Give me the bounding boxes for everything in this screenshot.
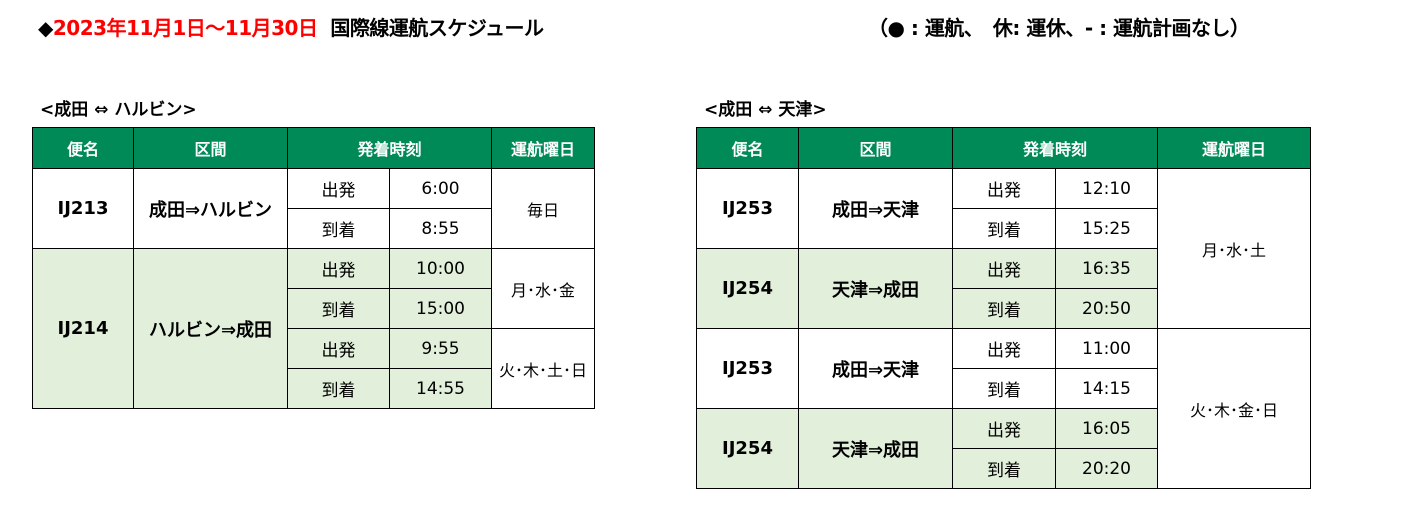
time-type: 出発 (952, 248, 1056, 289)
time-value: 11:00 (1054, 328, 1159, 369)
time-type: 到着 (287, 208, 390, 249)
table-row: 出発 9:55 火･木･土･日 (33, 328, 596, 409)
time-type: 出発 (287, 248, 390, 289)
time-value: 9:55 (388, 328, 493, 369)
title-text: 国際線運航スケジュール (330, 16, 544, 40)
time-value: 8:55 (388, 208, 493, 249)
flight-number: IJ253 (696, 328, 799, 409)
diamond-icon: ◆ (38, 16, 53, 40)
table-row: IJ254 天津⇒成田 出発 16:35 (696, 248, 1311, 329)
route: 成田⇒ハルビン (133, 168, 288, 249)
time-value: 20:50 (1054, 288, 1159, 329)
page-title: ◆2023年11月1日～11月30日 国際線運航スケジュール (38, 12, 544, 41)
time-type: 到着 (952, 208, 1056, 249)
column-header: 運航曜日 (1157, 127, 1312, 169)
column-header: 区間 (798, 127, 953, 169)
flight-number: IJ254 (696, 248, 799, 329)
time-value: 15:00 (388, 288, 493, 329)
table-row: IJ254 天津⇒成田 出発 16:05 (696, 408, 1311, 489)
time-value: 16:05 (1054, 408, 1159, 449)
flight-number: IJ214 (32, 248, 134, 409)
column-header: 発着時刻 (286, 127, 493, 169)
flight-number: IJ254 (696, 408, 799, 489)
column-header: 区間 (133, 127, 288, 169)
route: ハルビン⇒成田 (133, 248, 288, 409)
time-type: 出発 (952, 328, 1056, 369)
time-value: 20:20 (1054, 448, 1159, 489)
route: 天津⇒成田 (798, 248, 953, 329)
table-subtitle-harbin: <成田 ⇔ ハルビン> (40, 100, 197, 120)
flight-number: IJ213 (32, 168, 134, 249)
time-type: 到着 (952, 448, 1056, 489)
operating-days: 月･水･金 (491, 248, 596, 329)
schedule-table-harbin: 便名 区間 発着時刻 運航曜日 IJ213 成田⇒ハルビン 出発 6:00 毎日 到着 8:55 IJ… (32, 127, 596, 409)
time-value: 12:10 (1054, 168, 1159, 209)
time-type: 到着 (952, 288, 1056, 329)
table-row: 到着 8:55 (33, 208, 595, 249)
time-value: 16:35 (1054, 248, 1159, 289)
table-row: IJ253 成田⇒天津 出発 11:00 火･木･金･日 (696, 328, 1312, 489)
flight-number: IJ253 (696, 168, 799, 249)
column-header: 便名 (696, 127, 799, 169)
time-value: 6:00 (388, 168, 493, 209)
period: 2023年11月1日～11月30日 (52, 16, 318, 40)
column-header: 発着時刻 (951, 127, 1159, 169)
time-value: 14:55 (388, 368, 493, 409)
operating-days: 火･木･金･日 (1157, 328, 1312, 489)
schedule-table-tianjin: 便名 区間 発着時刻 運航曜日 IJ253 成田⇒天津 出発 12:10 月･水･土 到着 15:2… (696, 127, 1312, 489)
route: 成田⇒天津 (798, 168, 953, 249)
route: 成田⇒天津 (798, 328, 953, 409)
table-row: 到着 14:55 (33, 368, 595, 409)
header-row: 便名 区間 発着時刻 運航曜日 (696, 127, 1312, 169)
column-header: 便名 (32, 127, 134, 169)
table-row: IJ214 ハルビン⇒成田 出発 10:00 月･水･金 (32, 248, 596, 409)
time-type: 出発 (287, 168, 390, 209)
time-value: 14:15 (1054, 368, 1159, 409)
operating-days: 火･木･土･日 (491, 328, 596, 409)
legend: （● : 運航、 休: 運休、- : 運航計画なし） (868, 16, 1250, 40)
time-type: 到着 (287, 368, 390, 409)
table-row: 到着 14:15 (697, 368, 1311, 409)
time-value: 10:00 (388, 248, 493, 289)
time-type: 到着 (952, 368, 1056, 409)
operating-days: 月･水･土 (1157, 168, 1312, 329)
time-type: 出発 (287, 328, 390, 369)
operating-days: 毎日 (491, 168, 596, 249)
header-row: 便名 区間 発着時刻 運航曜日 (32, 127, 596, 169)
table-row: 到着 15:00 (33, 288, 595, 329)
route: 天津⇒成田 (798, 408, 953, 489)
table-row: IJ253 成田⇒天津 出発 12:10 月･水･土 (696, 168, 1312, 329)
table-row: 到着 15:25 (697, 208, 1311, 249)
time-type: 出発 (952, 168, 1056, 209)
time-type: 出発 (952, 408, 1056, 449)
table-row: IJ213 成田⇒ハルビン 出発 6:00 毎日 (32, 168, 596, 249)
column-header: 運航曜日 (491, 127, 596, 169)
time-value: 15:25 (1054, 208, 1159, 249)
table-row: 到着 20:50 (697, 288, 1311, 329)
table-row: 到着 20:20 (697, 448, 1311, 489)
time-type: 到着 (287, 288, 390, 329)
table-subtitle-tianjin: <成田 ⇔ 天津> (704, 100, 827, 120)
